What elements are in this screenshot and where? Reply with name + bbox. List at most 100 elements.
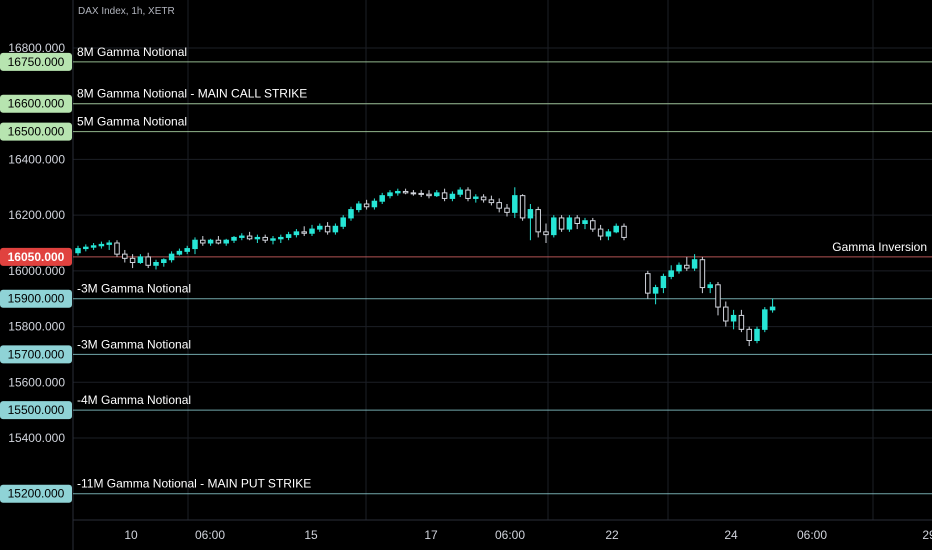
y-tick-label: 15600.000: [8, 375, 65, 389]
candle-body: [184, 248, 190, 252]
candle-body: [402, 190, 409, 194]
candle-down: [504, 204, 510, 217]
candle-up: [75, 245, 81, 256]
candle-up: [356, 201, 362, 213]
candle-body: [723, 306, 729, 322]
candle-body: [356, 203, 362, 211]
candle-up: [566, 215, 573, 232]
candle-body: [348, 209, 354, 219]
price-badge: [0, 122, 72, 141]
candle-down: [738, 309, 745, 333]
candle-body: [504, 207, 510, 213]
price-badge-label: 16500.000: [8, 125, 65, 139]
price-badge-label: 16750.000: [8, 55, 65, 69]
candle-body: [262, 236, 268, 241]
y-tick-label: 15800.000: [8, 320, 65, 334]
candle-up: [652, 284, 659, 305]
candle-body: [410, 192, 417, 195]
candle-body: [684, 264, 690, 269]
candle-up: [83, 244, 89, 252]
candle-body: [129, 257, 136, 264]
price-badge: [0, 247, 72, 266]
x-tick-label: 22: [605, 528, 619, 542]
level-label: -4M Gamma Notional: [77, 393, 191, 407]
candle-up: [340, 215, 346, 230]
candle-up: [371, 198, 378, 210]
candle-body: [137, 256, 144, 263]
candle-body: [168, 253, 175, 261]
candle-body: [660, 275, 667, 289]
candle-down: [574, 215, 580, 230]
candle-body: [645, 273, 651, 294]
candle-down: [145, 252, 151, 269]
y-tick-label: 15400.000: [8, 431, 65, 445]
candle-body: [434, 192, 440, 197]
candle-body: [395, 190, 401, 194]
candle-body: [145, 256, 151, 266]
candle-body: [122, 253, 128, 259]
candle-up: [434, 190, 440, 198]
level-label: 8M Gamma Notional: [77, 45, 187, 59]
candle-down: [723, 301, 729, 327]
candle-body: [465, 189, 471, 199]
candle-body: [207, 239, 214, 244]
candle-up: [527, 204, 534, 241]
candle-body: [512, 195, 518, 213]
x-tick-label: 15: [304, 528, 318, 542]
level-label: -3M Gamma Notional: [77, 337, 191, 351]
y-tick-label: 16400.000: [8, 152, 65, 166]
level-label: 8M Gamma Notional - MAIN CALL STRIKE: [77, 87, 307, 101]
candle-body: [270, 238, 276, 241]
candle-body: [582, 220, 588, 224]
price-badge: [0, 484, 72, 503]
candle-down: [699, 256, 706, 294]
price-badge-label: 15200.000: [8, 487, 65, 501]
candle-down: [543, 223, 549, 243]
candle-body: [613, 225, 619, 233]
candle-body: [223, 239, 229, 244]
candle-body: [114, 242, 120, 255]
candle-body: [707, 284, 713, 289]
symbol-title: DAX Index, 1h, XETR: [78, 6, 175, 17]
x-tick-label: 06:00: [195, 528, 225, 542]
candle-body: [652, 287, 659, 294]
candle-body: [293, 231, 300, 236]
candle-body: [574, 217, 580, 225]
candle-up: [449, 191, 456, 202]
candle-body: [754, 328, 760, 342]
candle-up: [754, 326, 760, 344]
candle-body: [746, 328, 752, 342]
x-tick-label: 24: [724, 528, 738, 542]
candle-body: [738, 314, 745, 330]
candle-down: [114, 240, 120, 257]
candle-body: [668, 270, 674, 277]
candle-down: [597, 224, 604, 241]
candle-down: [246, 231, 253, 241]
candle-body: [246, 235, 253, 240]
x-tick-label: 10: [124, 528, 138, 542]
candle-up: [379, 192, 385, 204]
candle-body: [426, 193, 432, 197]
candle-body: [621, 225, 627, 238]
candle-up: [270, 236, 276, 245]
price-badge-label: 15700.000: [8, 347, 65, 361]
candle-body: [176, 250, 183, 255]
candle-up: [613, 223, 619, 234]
candle-body: [215, 239, 222, 244]
candle-down: [301, 226, 307, 237]
candle-down: [645, 270, 651, 299]
candle-down: [410, 190, 417, 196]
price-badge: [0, 401, 72, 420]
candle-body: [278, 236, 284, 240]
candle-body: [519, 195, 526, 219]
candle-up: [457, 187, 463, 198]
candle-down: [715, 282, 721, 316]
candle-up: [293, 229, 300, 238]
candle-body: [231, 236, 237, 241]
candle-body: [200, 239, 206, 244]
candle-down: [480, 194, 487, 203]
candle-up: [691, 254, 698, 271]
candle-up: [168, 251, 175, 263]
price-badge: [0, 52, 72, 71]
